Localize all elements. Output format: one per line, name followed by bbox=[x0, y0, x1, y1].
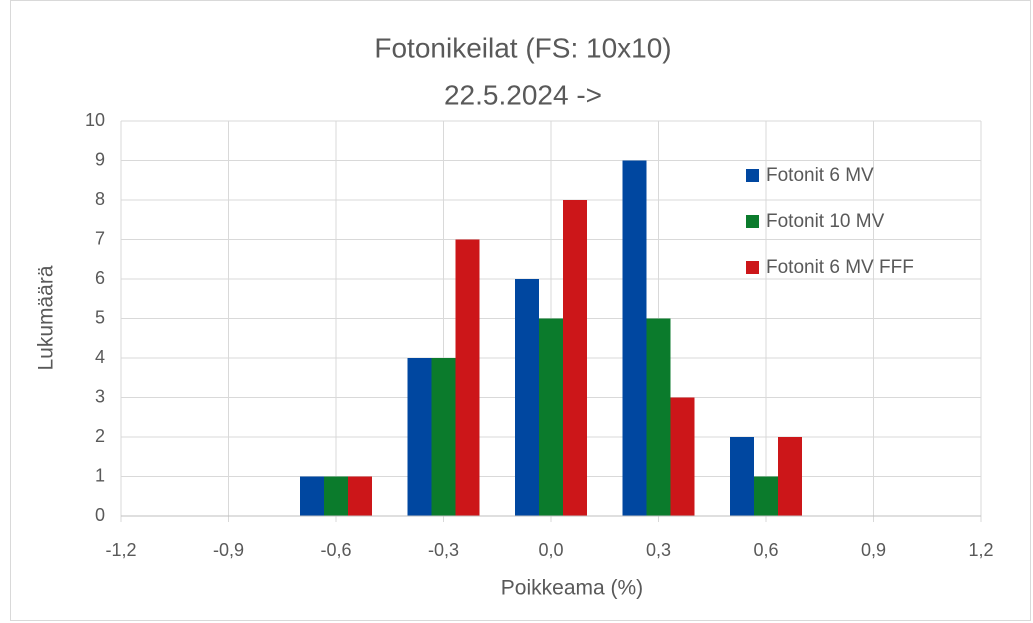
y-tick-label: 6 bbox=[95, 268, 105, 288]
bar bbox=[539, 318, 563, 516]
bar bbox=[778, 437, 802, 516]
bar bbox=[670, 397, 695, 516]
bar bbox=[348, 476, 372, 516]
bar bbox=[407, 358, 432, 516]
y-tick-label: 1 bbox=[95, 465, 105, 485]
legend-label: Fotonit 6 MV FFF bbox=[766, 257, 914, 278]
bar bbox=[622, 160, 647, 516]
x-tick-label: 0,0 bbox=[538, 540, 563, 560]
y-tick-label: 8 bbox=[95, 189, 105, 209]
x-axis-label: Poikkeama (%) bbox=[501, 577, 643, 600]
bar bbox=[563, 200, 587, 516]
bar bbox=[754, 476, 778, 516]
legend-swatch bbox=[746, 261, 759, 274]
legend-swatch bbox=[746, 169, 759, 182]
chart-title: Fotonikeilat (FS: 10x10) bbox=[374, 32, 671, 63]
y-tick-label: 0 bbox=[95, 505, 105, 525]
x-tick-label: -0,9 bbox=[213, 540, 244, 560]
x-tick-label: -0,3 bbox=[428, 540, 459, 560]
bar bbox=[515, 279, 539, 516]
x-tick-label: -0,6 bbox=[320, 540, 351, 560]
bar bbox=[431, 358, 456, 516]
x-tick-label: 0,3 bbox=[646, 540, 671, 560]
bar bbox=[455, 239, 480, 516]
bar bbox=[646, 318, 671, 516]
bar bbox=[730, 437, 754, 516]
x-tick-label: -1,2 bbox=[105, 540, 136, 560]
y-tick-label: 10 bbox=[85, 110, 105, 130]
x-tick-label: 0,6 bbox=[753, 540, 778, 560]
y-tick-label: 3 bbox=[95, 386, 105, 406]
bar bbox=[324, 476, 348, 516]
chart-subtitle: 22.5.2024 -> bbox=[444, 79, 602, 110]
legend-label: Fotonit 10 MV bbox=[766, 211, 885, 232]
legend-swatch bbox=[746, 215, 759, 228]
x-tick-label: 0,9 bbox=[861, 540, 886, 560]
y-tick-label: 9 bbox=[95, 149, 105, 169]
y-tick-label: 5 bbox=[95, 307, 105, 327]
x-tick-label: 1,2 bbox=[968, 540, 993, 560]
legend-label: Fotonit 6 MV bbox=[766, 165, 874, 186]
y-tick-label: 2 bbox=[95, 426, 105, 446]
y-tick-label: 4 bbox=[95, 347, 105, 367]
bar bbox=[300, 476, 324, 516]
y-axis-label: Lukumäärä bbox=[35, 265, 58, 370]
y-tick-label: 7 bbox=[95, 228, 105, 248]
